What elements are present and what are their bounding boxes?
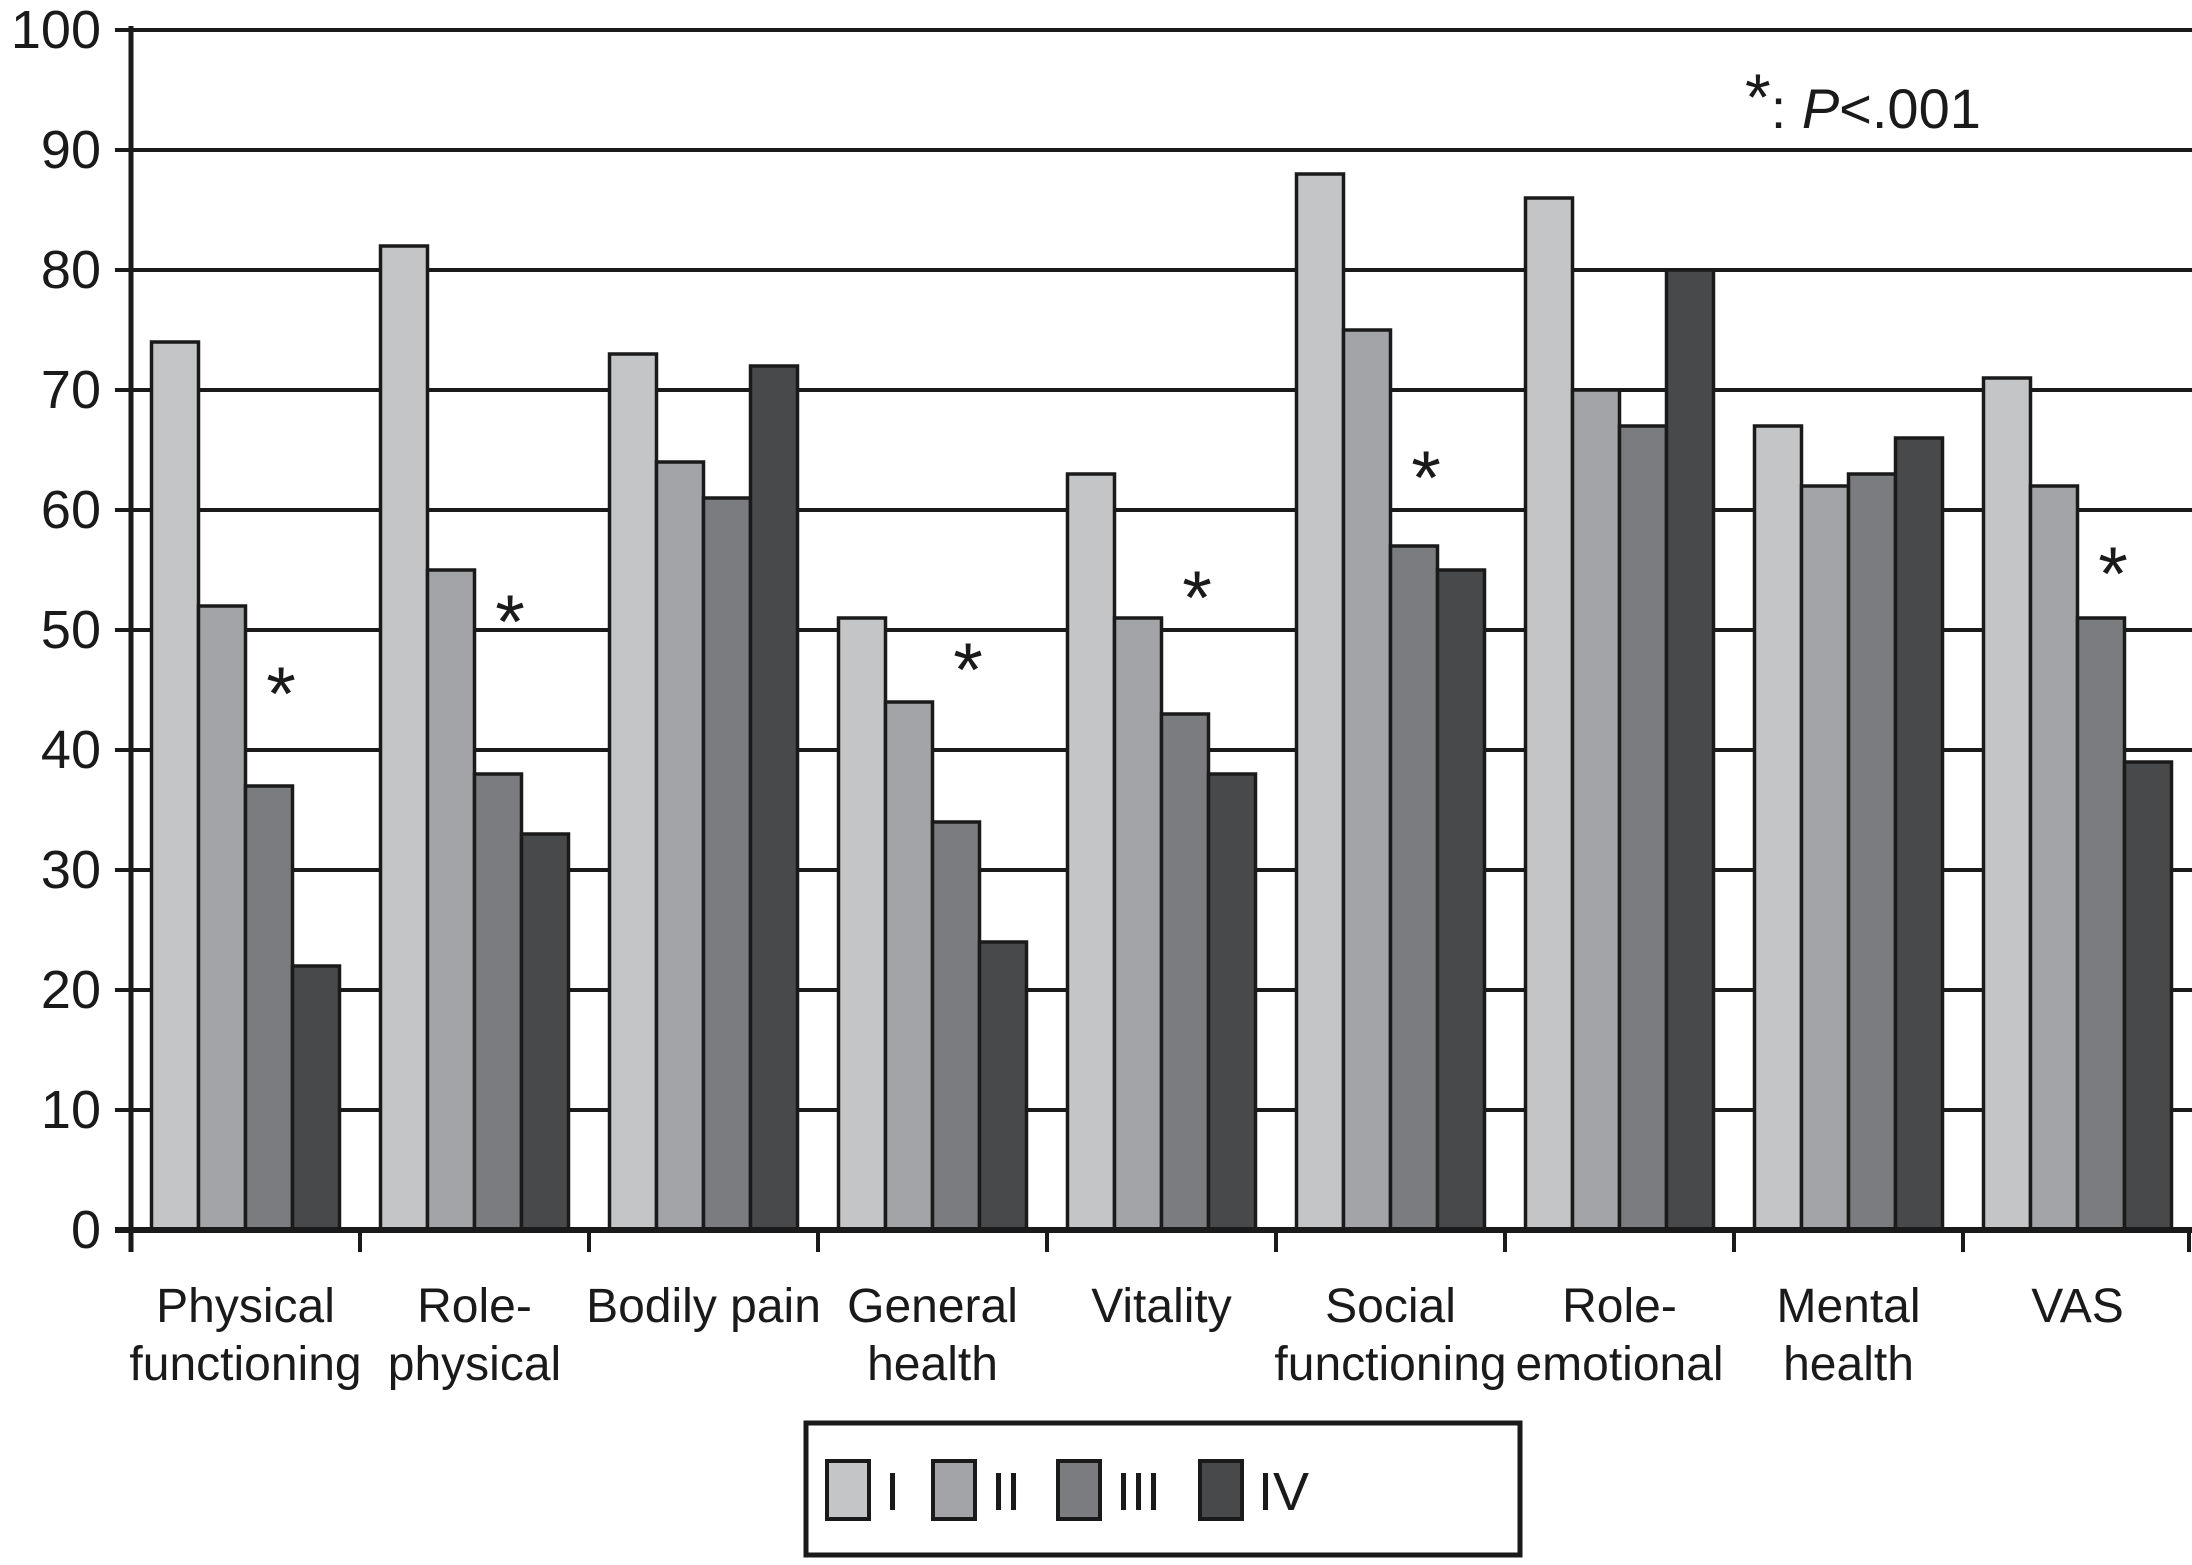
bar-III-5 (1159, 712, 1211, 1232)
bar-II-3 (654, 460, 706, 1232)
x-axis-label: health (1783, 1338, 1914, 1391)
significance-asterisk: * (1182, 556, 1212, 641)
bar-IV-8 (1893, 436, 1945, 1232)
bar-III-8 (1846, 472, 1898, 1232)
bar-IV-5 (1206, 772, 1258, 1232)
bar-I-7 (1523, 196, 1575, 1232)
bar-IV-9 (2122, 760, 2174, 1232)
significance-asterisk: * (953, 628, 983, 713)
bar-III-4 (930, 820, 982, 1232)
legend-label-IV: IV (1258, 1462, 1309, 1522)
bar-III-7 (1617, 424, 1669, 1232)
bar-I-4 (836, 616, 888, 1232)
bar-II-2 (425, 568, 477, 1232)
x-axis-label: General (847, 1280, 1018, 1333)
bar-I-6 (1294, 172, 1346, 1232)
legend-swatch-III (1056, 1459, 1102, 1521)
y-axis-label-40: 40 (41, 720, 101, 780)
x-axis-label: Physical (156, 1280, 335, 1333)
bar-III-3 (701, 496, 753, 1232)
bar-IV-6 (1435, 568, 1487, 1232)
y-axis-label-50: 50 (41, 600, 101, 660)
bar-III-1 (243, 784, 295, 1232)
legend-label-III: III (1116, 1462, 1161, 1522)
x-axis-label: VAS (2031, 1280, 2123, 1333)
bar-II-7 (1570, 388, 1622, 1232)
bar-II-5 (1112, 616, 1164, 1232)
bar-IV-2 (519, 832, 571, 1232)
bar-III-6 (1388, 544, 1440, 1232)
significance-asterisk: * (266, 652, 296, 737)
y-axis-label-70: 70 (41, 360, 101, 420)
bar-I-5 (1065, 472, 1117, 1232)
legend-box (803, 1420, 1523, 1558)
y-axis-label-30: 30 (41, 840, 101, 900)
bar-II-8 (1799, 484, 1851, 1232)
y-axis-label-20: 20 (41, 960, 101, 1020)
x-axis-label: Role- (1562, 1280, 1677, 1333)
bar-IV-3 (748, 364, 800, 1232)
x-axis-label: emotional (1515, 1338, 1723, 1391)
y-axis-label-80: 80 (41, 240, 101, 300)
bar-I-9 (1981, 376, 2033, 1232)
legend-swatch-I (825, 1459, 871, 1521)
y-axis-label-0: 0 (71, 1200, 101, 1260)
legend-label-I: I (885, 1462, 900, 1522)
significance-asterisk: * (495, 580, 525, 665)
x-axis-label: Role- (417, 1280, 532, 1333)
bar-III-9 (2075, 616, 2127, 1232)
x-axis-label: Bodily pain (586, 1280, 821, 1333)
bar-II-6 (1341, 328, 1393, 1232)
significance-asterisk: * (1411, 436, 1441, 521)
bar-I-1 (149, 340, 201, 1232)
bar-II-1 (196, 604, 248, 1232)
x-axis-label: Social (1325, 1280, 1456, 1333)
x-axis-label: functioning (129, 1338, 361, 1391)
x-axis-label: Vitality (1091, 1280, 1232, 1333)
bar-I-8 (1752, 424, 1804, 1232)
x-axis-label: physical (388, 1338, 561, 1391)
x-axis-label: health (867, 1338, 998, 1391)
legend-swatch-IV (1198, 1459, 1244, 1521)
bar-IV-7 (1664, 268, 1716, 1232)
bar-II-9 (2028, 484, 2080, 1232)
significance-note: *: P<.001 (1745, 60, 1981, 140)
x-axis-label: functioning (1274, 1338, 1506, 1391)
bar-II-4 (883, 700, 935, 1232)
bar-I-3 (607, 352, 659, 1232)
bar-IV-1 (290, 964, 342, 1232)
y-axis-label-60: 60 (41, 480, 101, 540)
y-axis-label-90: 90 (41, 120, 101, 180)
legend-label-II: II (991, 1462, 1021, 1522)
x-axis-label: Mental (1776, 1280, 1920, 1333)
bar-I-2 (378, 244, 430, 1232)
bar-IV-4 (977, 940, 1029, 1232)
y-axis-label-10: 10 (41, 1080, 101, 1140)
bar-III-2 (472, 772, 524, 1232)
significance-asterisk: * (2098, 532, 2128, 617)
legend-swatch-II (931, 1459, 977, 1521)
y-axis-label-100: 100 (11, 0, 101, 60)
